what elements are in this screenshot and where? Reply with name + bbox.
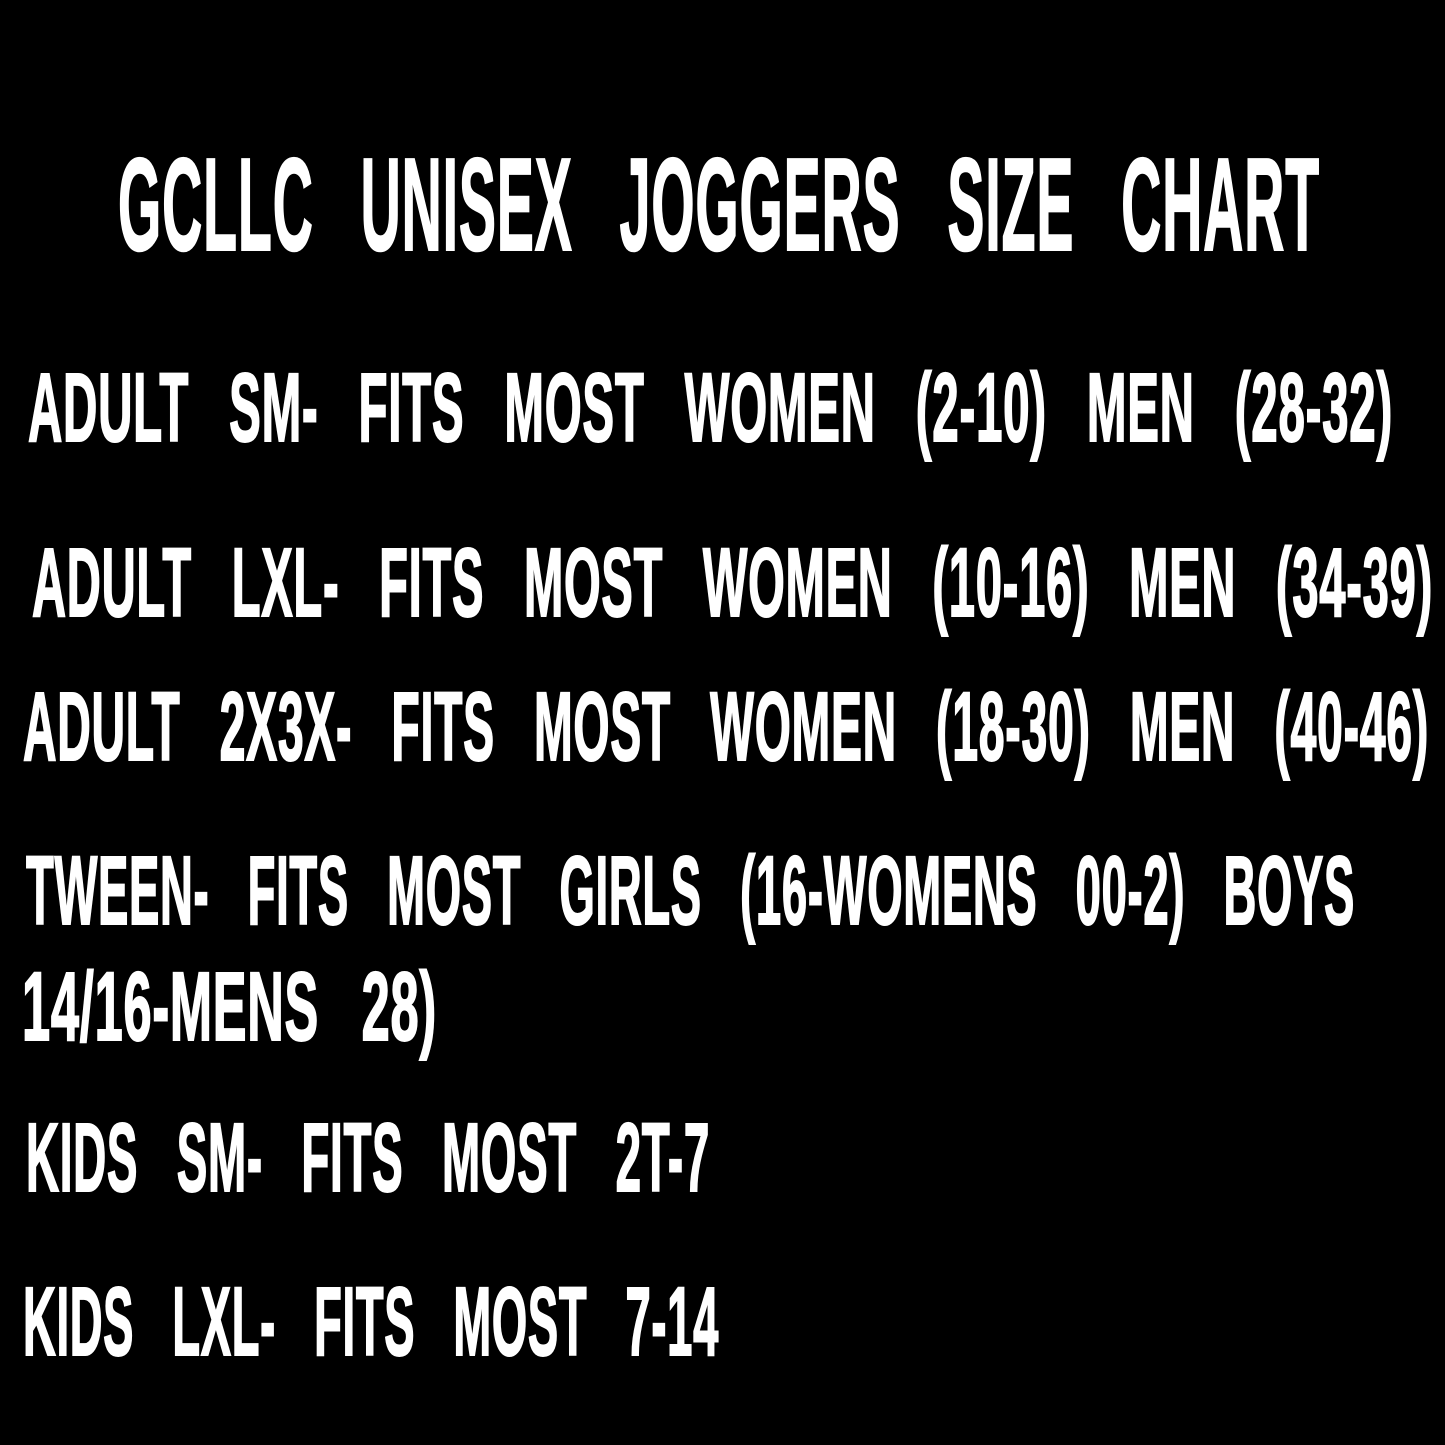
size-row-kids-lxl: KIDS LXL- FITS MOST 7-14: [23, 1267, 719, 1376]
size-row-adult-lxl: ADULT LXL- FITS MOST WOMEN (10-16) MEN (…: [32, 528, 1433, 637]
size-row-kids-sm: KIDS SM- FITS MOST 2T-7: [26, 1103, 710, 1212]
size-row-tween-line1: TWEEN- FITS MOST GIRLS (16-WOMENS 00-2) …: [26, 836, 1355, 945]
size-row-tween-line2: 14/16-MENS 28): [21, 952, 437, 1061]
size-row-adult-2x3x: ADULT 2X3X- FITS MOST WOMEN (18-30) MEN …: [23, 672, 1429, 781]
page-title: GCLLC UNISEX JOGGERS SIZE CHART: [118, 131, 1320, 278]
size-row-adult-sm: ADULT SM- FITS MOST WOMEN (2-10) MEN (28…: [28, 353, 1393, 462]
